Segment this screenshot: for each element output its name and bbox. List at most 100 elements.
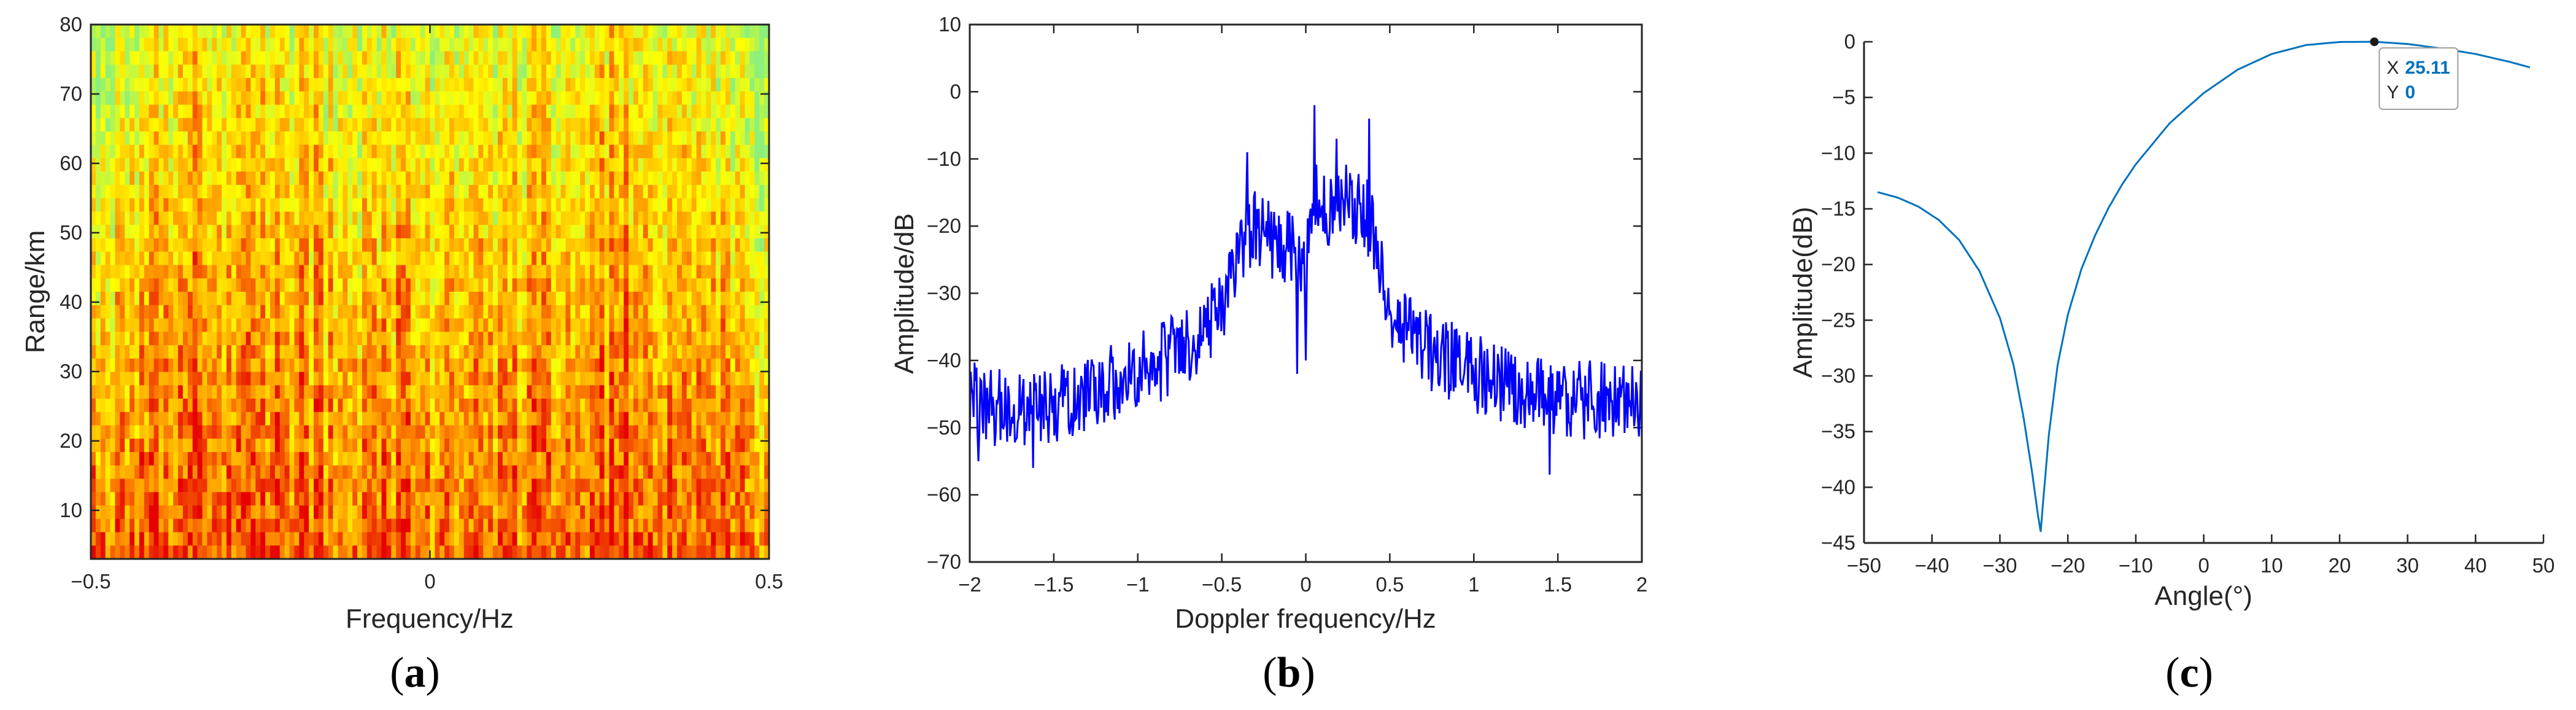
heatmap-cell	[323, 305, 329, 319]
heatmap-cell	[667, 292, 673, 306]
heatmap-cell	[609, 332, 615, 346]
heatmap-cell	[100, 345, 106, 359]
heatmap-cell	[652, 265, 659, 279]
heatmap-cell	[648, 318, 654, 332]
heatmap-cell	[396, 372, 401, 386]
heatmap-cell	[241, 251, 247, 266]
heatmap-cell	[565, 465, 571, 480]
heatmap-cell	[168, 399, 174, 413]
heatmap-cell	[202, 251, 208, 266]
heatmap-cell	[173, 278, 179, 292]
heatmap-cell	[420, 185, 426, 199]
heatmap-cell	[570, 372, 576, 386]
heatmap-cell	[643, 412, 649, 426]
heatmap-cell	[517, 385, 523, 399]
heatmap-cell	[754, 385, 760, 399]
heatmap-cell	[629, 238, 634, 252]
heatmap-cell	[711, 358, 716, 373]
heatmap-cell	[270, 91, 276, 106]
heatmap-cell	[173, 385, 179, 399]
heatmap-cell	[430, 25, 435, 39]
heatmap-cell	[396, 278, 401, 292]
heatmap-cell	[187, 345, 193, 359]
heatmap-cell	[463, 372, 470, 386]
heatmap-cell	[444, 478, 450, 493]
heatmap-cell	[560, 225, 567, 239]
heatmap-cell	[173, 238, 179, 252]
heatmap-cell	[163, 332, 169, 346]
heatmap-cell	[493, 439, 498, 453]
heatmap-cell	[599, 399, 605, 413]
heatmap-cell	[696, 198, 702, 213]
heatmap-cell	[463, 345, 470, 359]
heatmap-cell	[396, 318, 401, 332]
heatmap-cell	[217, 278, 222, 292]
heatmap-cell	[638, 292, 644, 306]
heatmap-cell	[589, 318, 595, 332]
heatmap-cell	[255, 37, 261, 52]
heatmap-cell	[536, 492, 542, 506]
heatmap-cell	[681, 225, 687, 239]
heatmap-cell	[594, 198, 600, 213]
heatmap-cell	[314, 332, 319, 346]
heatmap-cell	[284, 51, 290, 65]
heatmap-cell	[764, 198, 770, 213]
heatmap-cell	[696, 37, 702, 52]
heatmap-cell	[396, 452, 401, 466]
heatmap-cell	[182, 144, 188, 159]
heatmap-cell	[265, 185, 271, 199]
heatmap-cell	[158, 305, 164, 319]
heatmap-cell	[299, 225, 304, 239]
heatmap-cell	[759, 251, 765, 266]
heatmap-cell	[454, 478, 460, 493]
heatmap-cell	[192, 452, 198, 466]
heatmap-cell	[619, 211, 624, 225]
heatmap-cell	[681, 278, 687, 292]
heatmap-cell	[217, 78, 222, 92]
heatmap-cell	[473, 412, 479, 426]
heatmap-cell	[657, 64, 663, 79]
heatmap-cell	[706, 64, 711, 79]
heatmap-cell	[657, 478, 663, 493]
heatmap-cell	[498, 265, 503, 279]
heatmap-cell	[318, 91, 324, 106]
heatmap-cell	[677, 104, 683, 119]
heatmap-cell	[681, 345, 687, 359]
heatmap-cell	[391, 78, 396, 92]
heatmap-cell	[158, 91, 164, 106]
heatmap-cell	[357, 452, 363, 466]
heatmap-cell	[333, 25, 339, 39]
heatmap-cell	[764, 439, 770, 453]
heatmap-cell	[279, 51, 285, 65]
heatmap-cell	[478, 305, 484, 319]
heatmap-cell	[696, 251, 702, 266]
heatmap-cell	[619, 25, 624, 39]
heatmap-cell	[754, 104, 760, 119]
heatmap-cell	[289, 37, 295, 52]
heatmap-cell	[299, 104, 304, 119]
heatmap-cell	[560, 171, 567, 185]
heatmap-cell	[532, 318, 537, 332]
heatmap-cell	[565, 211, 571, 225]
heatmap-cell	[100, 104, 106, 119]
heatmap-cell	[430, 104, 435, 119]
heatmap-cell	[696, 478, 702, 493]
heatmap-cell	[250, 439, 256, 453]
heatmap-cell	[468, 265, 474, 279]
heatmap-cell	[139, 452, 145, 466]
heatmap-cell	[246, 171, 252, 185]
heatmap-cell	[696, 91, 702, 106]
heatmap-cell	[633, 412, 639, 426]
heatmap-cell	[555, 332, 562, 346]
heatmap-cell	[599, 37, 605, 52]
heatmap-cell	[246, 64, 252, 79]
heatmap-cell	[449, 332, 455, 346]
heatmap-cell	[672, 211, 678, 225]
heatmap-cell	[134, 305, 140, 319]
heatmap-cell	[667, 265, 673, 279]
heatmap-cell	[458, 399, 465, 413]
heatmap-cell	[589, 385, 595, 399]
heatmap-cell	[130, 131, 135, 146]
heatmap-cell	[265, 358, 271, 373]
heatmap-cell	[439, 64, 445, 79]
